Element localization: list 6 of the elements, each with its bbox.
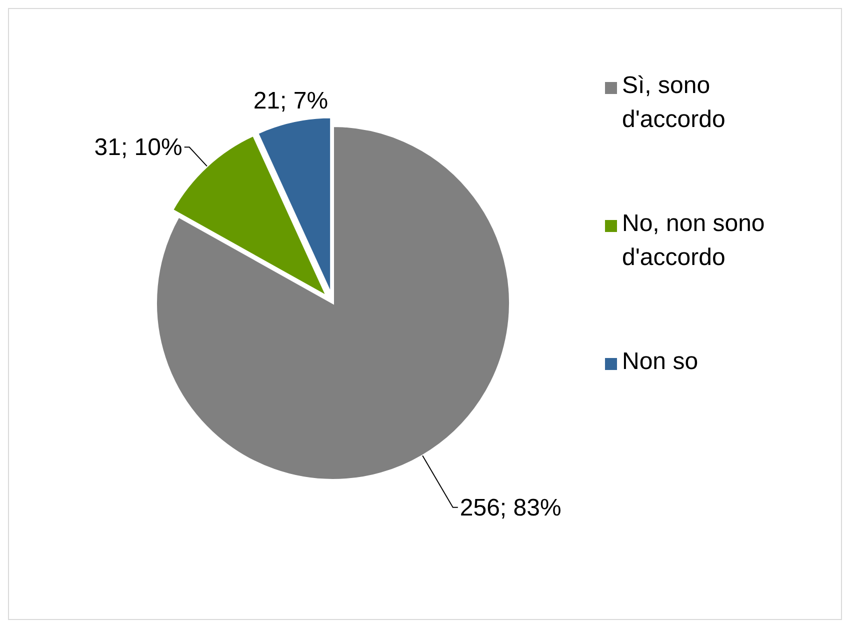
legend-label: Sì, sono d'accordo — [622, 72, 726, 133]
data-label: 21; 7% — [253, 88, 328, 115]
data-label: 256; 83% — [460, 494, 562, 522]
data-label: 31; 10% — [94, 134, 182, 162]
legend-label: No, non sono d'accordo — [622, 210, 765, 271]
legend-label: Non so — [622, 348, 698, 375]
